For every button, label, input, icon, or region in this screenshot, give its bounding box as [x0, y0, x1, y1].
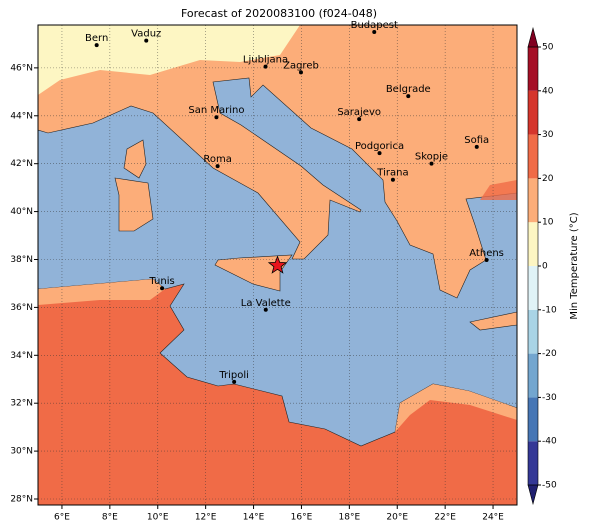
- y-tick-label: 46°N: [10, 63, 33, 73]
- africa-coastal-zone: [38, 279, 165, 305]
- city-dot: [144, 38, 149, 43]
- colorbar-tick-label: -10: [542, 305, 557, 315]
- city-dot: [232, 379, 237, 384]
- colorbar-tick-label: 50: [542, 43, 554, 53]
- city-label: Zagreb: [283, 60, 319, 71]
- land-corsica: [123, 139, 147, 179]
- map-area: [38, 25, 517, 505]
- y-tick-label: 30°N: [10, 447, 33, 457]
- city-label: Tunis: [148, 276, 174, 287]
- city-dot: [160, 286, 165, 291]
- y-tick-label: 32°N: [10, 399, 33, 409]
- city-dot: [298, 70, 303, 75]
- city-label: Skopje: [415, 152, 448, 163]
- graticule: [38, 25, 517, 505]
- y-tick-label: 38°N: [10, 255, 33, 265]
- city-label: La Valette: [241, 298, 291, 309]
- map-frame: [37, 24, 518, 506]
- colorbar-segment: [528, 309, 538, 354]
- colorbar-label: Min Temperature (°C): [569, 212, 580, 319]
- colorbar-tick-label: -20: [542, 349, 557, 359]
- city-label: Vaduz: [131, 29, 161, 40]
- city-dot: [357, 117, 362, 122]
- colorbar-tick-label: -30: [542, 393, 557, 403]
- colorbar-segment: [528, 266, 538, 310]
- colorbar-tick-label: -50: [542, 481, 557, 491]
- alps-cool-zone: [38, 25, 300, 95]
- x-tick-label: 12°E: [195, 513, 217, 523]
- x-tick-label: 20°E: [386, 513, 408, 523]
- x-tick-label: 8°E: [102, 513, 118, 523]
- y-tick-label: 34°N: [10, 351, 33, 361]
- city-label: Sarajevo: [337, 107, 381, 118]
- x-tick-label: 22°E: [434, 513, 456, 523]
- balkan-warm-zone: [480, 180, 517, 200]
- colorbar-segment: [528, 90, 538, 135]
- colorbar-segment: [528, 134, 538, 179]
- city-label: Podgorica: [355, 141, 404, 152]
- colorbar-segment: [528, 441, 538, 485]
- city-dot: [390, 177, 395, 182]
- city-dot: [377, 151, 382, 156]
- city-dot: [474, 144, 479, 149]
- colorbar-under: [527, 484, 539, 506]
- city-dot: [484, 257, 489, 262]
- colorbar-segment: [528, 47, 538, 91]
- colorbar-segment: [528, 178, 538, 223]
- x-tick-label: 16°E: [291, 513, 313, 523]
- city-label: Ljubljana: [243, 55, 288, 66]
- city-label: Belgrade: [386, 84, 431, 95]
- colorbar-segment: [528, 222, 538, 266]
- city-label: Tripoli: [218, 370, 249, 381]
- y-tick-label: 40°N: [10, 207, 33, 217]
- colorbar-segment: [528, 397, 538, 442]
- colorbar-tick-label: 0: [542, 262, 548, 272]
- y-tick-label: 36°N: [10, 303, 33, 313]
- city-label: Sofia: [464, 135, 489, 146]
- y-tick-label: 42°N: [10, 159, 33, 169]
- city-label: Budapest: [351, 20, 398, 31]
- colorbar-tick-label: 20: [542, 174, 554, 184]
- colorbar-tick-label: 30: [542, 130, 554, 140]
- city-dot: [429, 161, 434, 166]
- colorbar-segment: [528, 353, 538, 398]
- city-dot: [94, 43, 99, 48]
- land-europe: [38, 25, 517, 299]
- city-label: Roma: [203, 154, 232, 165]
- city-dot: [214, 115, 219, 120]
- forecast-point-star: [267, 255, 288, 274]
- city-label: Bern: [85, 33, 108, 44]
- colorbar-over: [527, 26, 539, 48]
- city-label: Tirana: [376, 168, 408, 179]
- x-tick-label: 10°E: [147, 513, 169, 523]
- city-dot: [372, 29, 377, 34]
- colorbar-tick-label: 40: [542, 86, 554, 96]
- city-dot: [263, 307, 268, 312]
- y-tick-label: 44°N: [10, 111, 33, 121]
- colorbar-tick-label: 10: [542, 218, 554, 228]
- x-tick-label: 24°E: [482, 513, 504, 523]
- x-tick-label: 6°E: [54, 513, 70, 523]
- x-tick-label: 14°E: [243, 513, 265, 523]
- x-tick-label: 18°E: [339, 513, 361, 523]
- colorbar-tick-label: -40: [542, 437, 557, 447]
- city-dot: [215, 164, 220, 169]
- land-sardinia: [114, 177, 154, 232]
- land-crete: [469, 311, 517, 331]
- y-tick-label: 28°N: [10, 495, 33, 505]
- africa-coastal-zone: [395, 384, 517, 432]
- map-title: Forecast of 2020083100 (f024-048): [181, 7, 377, 20]
- city-dot: [406, 94, 411, 99]
- city-dot: [263, 64, 268, 69]
- city-label: Athens: [469, 248, 504, 259]
- city-label: San Marino: [188, 105, 244, 116]
- colorbar: -50 -40 -30 -20 -10 0 10 20 30 40 50: [527, 26, 557, 506]
